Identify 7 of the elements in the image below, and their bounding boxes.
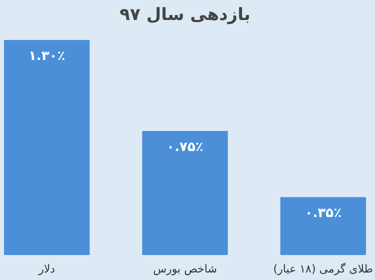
- chart-title: بازدهی سال ۹۷: [120, 5, 250, 25]
- x-tick-label: دلار: [38, 262, 56, 276]
- x-tick-label: شاخص بورس: [153, 262, 217, 276]
- data-label: ۰.۳۵٪: [304, 206, 342, 222]
- x-tick-label: طلای گرمی (۱۸ عیار): [273, 262, 374, 276]
- data-label: ۱.۳۰٪: [28, 49, 66, 64]
- data-label: ۰.۷۵٪: [166, 140, 204, 155]
